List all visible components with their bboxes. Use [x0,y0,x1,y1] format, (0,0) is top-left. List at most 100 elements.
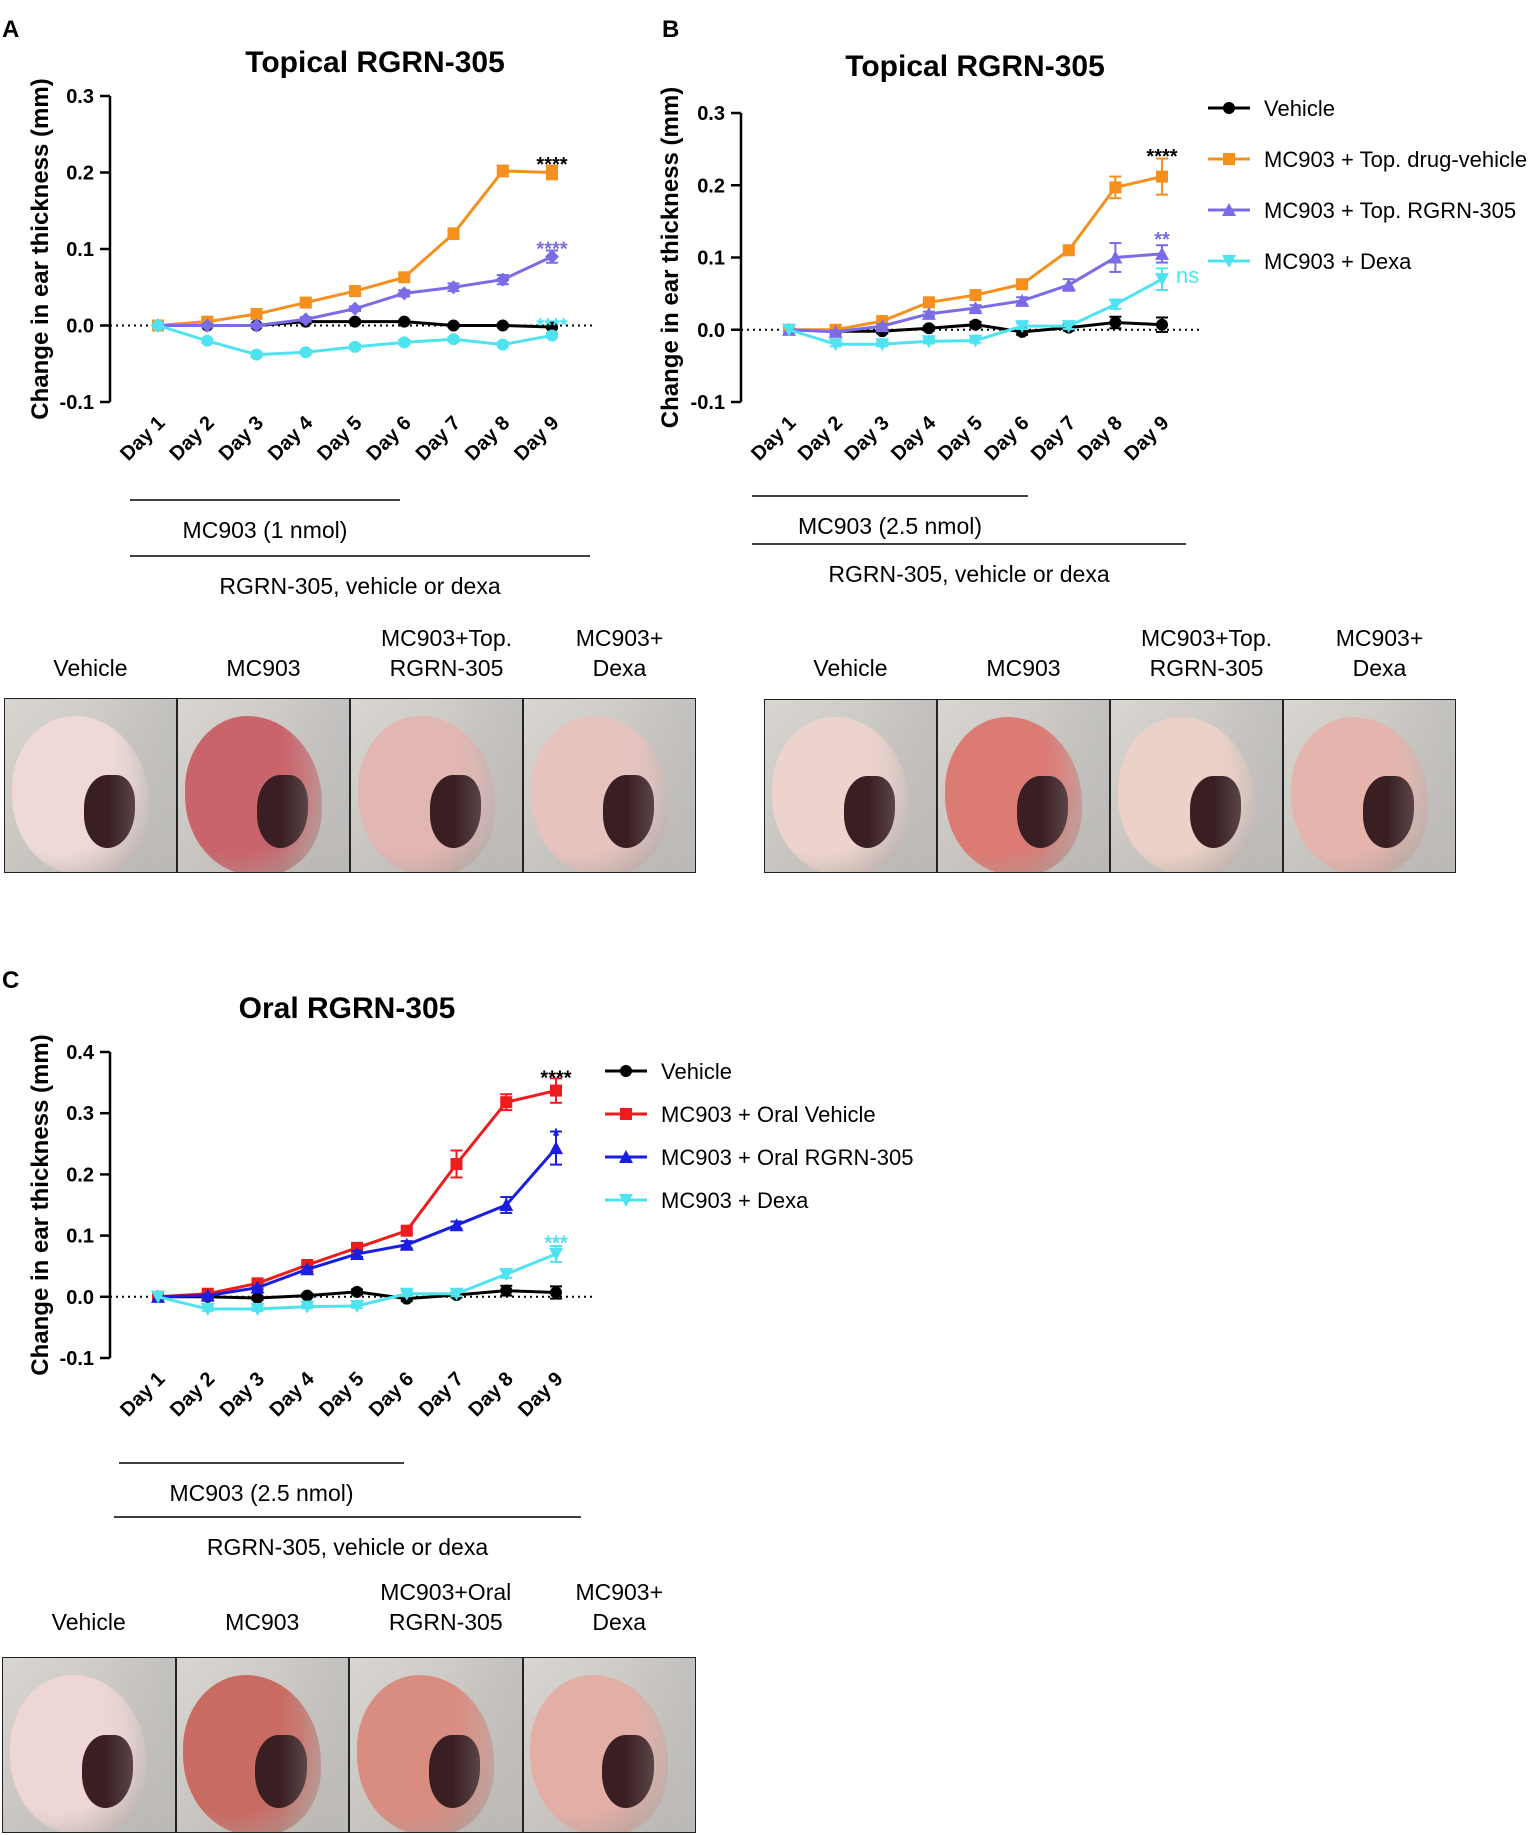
data-point [1016,278,1029,291]
data-point [351,1285,363,1298]
data-point [1109,181,1122,194]
fur [452,1658,522,1832]
data-point [500,1284,513,1297]
x-tick-label: Day 5 [315,1368,368,1421]
ear-photo-strip [2,1657,696,1833]
data-point [875,338,890,352]
legend-entry: MC903 + Dexa [1264,249,1412,274]
data-point [1155,246,1169,260]
photo-caption: RGRN-305 [390,655,504,681]
data-point [549,1247,563,1261]
data-point [782,323,796,337]
x-tick-label: Day 9 [514,1368,567,1421]
data-point [349,315,361,328]
fur [626,1658,695,1832]
x-tick-label: Day 1 [116,412,169,465]
significance-label: **** [540,1067,571,1089]
y-tick-label: 0.2 [697,175,725,197]
data-point [550,1286,562,1299]
legend-marker [619,1194,633,1207]
ear-photo-strip [4,698,696,873]
ear-photo [522,1657,696,1833]
data-point [1155,273,1169,287]
data-point [300,1262,315,1276]
data-point [251,1292,264,1305]
data-point [546,166,558,179]
fur [107,699,176,872]
legend-entry: MC903 + Oral RGRN-305 [661,1145,913,1170]
data-point [496,338,509,351]
data-point [1015,320,1030,334]
ear-photo [764,699,937,873]
significance-label: ns [1176,263,1199,288]
x-tick-label: Day 9 [1120,412,1173,465]
data-point [250,348,263,361]
x-tick-label: Day 1 [116,1368,169,1421]
ear-photo [175,1657,349,1833]
data-point [1156,170,1168,183]
significance-label: * [552,1126,560,1148]
data-point [1061,277,1076,291]
data-point [348,301,362,316]
data-point [400,1224,413,1237]
fur [626,699,695,872]
chart-title: Topical RGRN-305 [245,46,505,79]
x-tick-label: Day 9 [510,412,563,465]
legend-marker [620,1065,632,1077]
data-point [828,338,843,352]
y-tick-label: 0.3 [66,86,94,108]
data-point [921,335,936,349]
legend-entry: MC903 + Dexa [661,1188,809,1213]
data-point [496,164,509,177]
x-tick-label: Day 6 [362,412,415,465]
x-tick-label: Day 1 [747,412,800,465]
treatment-label: MC903 (1 nmol) [183,517,348,543]
data-point [449,1218,464,1232]
data-point [499,1198,514,1211]
photo-caption: MC903 [226,655,300,681]
ear-photo [1110,699,1283,873]
photo-caption: Dexa [1353,655,1407,681]
data-point [968,334,983,348]
significance-label: **** [1146,146,1177,168]
legend-entry: MC903 + Oral Vehicle [661,1102,876,1127]
y-tick-label: 0.1 [66,1226,94,1248]
x-tick-label: Day 2 [166,1368,219,1421]
legend-entry: Vehicle [661,1059,732,1084]
y-axis-label: Change in ear thickness (mm) [27,78,54,419]
y-tick-label: 0.0 [697,320,725,342]
data-point [922,296,935,309]
data-point [300,1300,315,1314]
fur [867,700,936,872]
x-tick-label: Day 7 [1027,412,1080,465]
series-line [157,1089,557,1299]
data-point [399,1237,414,1251]
data-point [969,289,982,302]
data-point [1061,320,1076,334]
data-point [152,319,164,332]
significance-label: *** [544,1233,568,1255]
data-point [399,1287,414,1301]
legend-marker [1222,255,1236,268]
data-point [350,1299,364,1313]
series-line [157,1147,558,1299]
x-tick-label: Day 6 [365,1368,418,1421]
x-tick-label: Day 6 [980,412,1033,465]
photo-caption: RGRN-305 [1150,655,1264,681]
significance-label: **** [536,154,567,176]
data-point [446,280,461,295]
photo-caption: Vehicle [53,655,127,681]
data-point [349,285,361,298]
data-point [550,1084,562,1097]
data-point [496,319,509,332]
data-point [349,340,361,353]
x-tick-label: Day 2 [165,412,218,465]
x-tick-label: Day 8 [1074,412,1127,465]
data-point [875,319,890,333]
x-tick-label: Day 7 [412,412,465,465]
data-point [1062,244,1075,257]
data-point [299,346,312,359]
y-tick-label: 0.3 [66,1103,94,1125]
data-point [151,1290,165,1304]
